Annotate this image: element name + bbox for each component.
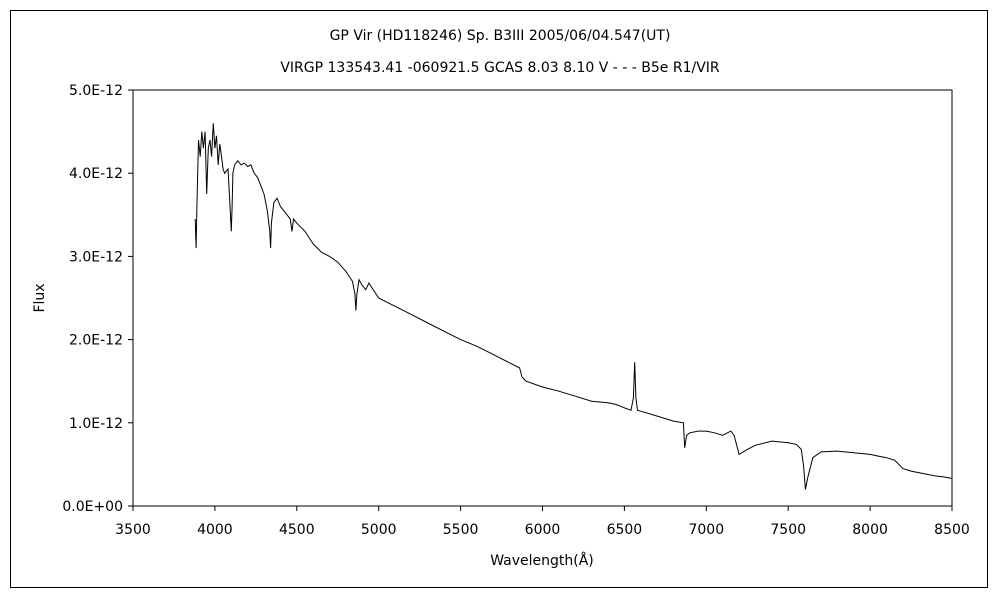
y-tick-label: 5.0E-12 — [69, 83, 123, 99]
y-tick-label: 4.0E-12 — [69, 166, 123, 182]
x-tick-label: 3500 — [115, 522, 151, 538]
x-tick-label: 6500 — [607, 522, 643, 538]
y-axis: 0.0E+00 1.0E-12 2.0E-12 3.0E-12 4.0E-12 5.0E-… — [62, 83, 133, 515]
x-tick-label: 4000 — [197, 522, 233, 538]
x-tick-label: 4500 — [279, 522, 315, 538]
y-tick-label: 2.0E-12 — [69, 333, 123, 349]
x-tick-label: 7000 — [688, 522, 724, 538]
chart-frame — [10, 10, 988, 588]
y-tick-label: 3.0E-12 — [69, 249, 123, 265]
chart-subtitle: VIRGP 133543.41 -060921.5 GCAS 8.03 8.10… — [280, 60, 720, 76]
x-tick-label: 8500 — [934, 522, 970, 538]
y-tick-label: 0.0E+00 — [62, 499, 123, 515]
x-axis-label: Wavelength(Å) — [490, 552, 594, 569]
x-axis: 3500 4000 4500 5000 5500 6000 6500 7000 7500 8000… — [115, 506, 970, 538]
chart-title: GP Vir (HD118246) Sp. B3III 2005/06/04.5… — [330, 28, 671, 44]
x-tick-label: 8000 — [852, 522, 888, 538]
y-tick-label: 1.0E-12 — [69, 416, 123, 432]
x-tick-label: 5500 — [443, 522, 479, 538]
x-tick-label: 6000 — [525, 522, 561, 538]
y-axis-label: Flux — [32, 283, 48, 312]
spectrum-line — [194, 123, 953, 490]
x-tick-label: 7500 — [770, 522, 806, 538]
x-tick-label: 5000 — [361, 522, 397, 538]
plot-area — [132, 89, 953, 507]
